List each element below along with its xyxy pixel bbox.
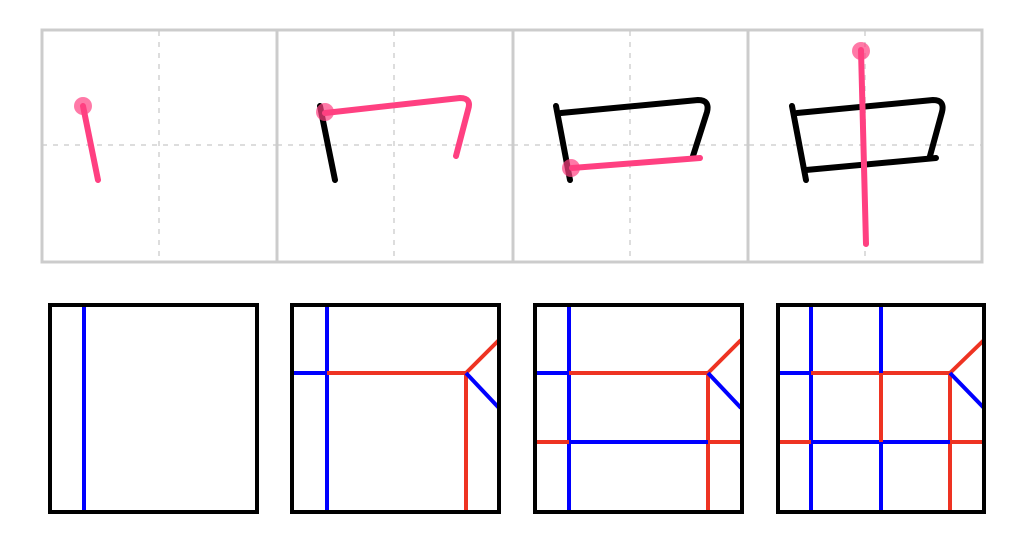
mountain-fold-line: [948, 338, 986, 375]
stroke-panel-4: [749, 31, 982, 261]
stroke-start-dot: [316, 103, 334, 121]
current-stroke: [858, 47, 869, 247]
valley-fold-line: [464, 371, 501, 410]
crease-panel-border: [533, 303, 744, 514]
stroke-start-dot: [74, 97, 92, 115]
current-stroke: [322, 95, 472, 159]
crease-panel-border: [48, 303, 259, 514]
crease-panel-border: [776, 303, 986, 514]
stroke-start-dot: [852, 42, 870, 60]
crease-pattern-row: [48, 303, 986, 514]
stroke-panel-3: [513, 31, 748, 261]
mountain-fold-line: [706, 338, 743, 375]
previous-stroke-3: [803, 155, 939, 173]
previous-stroke-2: [558, 97, 711, 159]
previous-stroke-2: [794, 97, 946, 159]
stroke-panel-1: [42, 31, 276, 261]
stroke-order-row: [40, 28, 984, 264]
stroke-panel-2: [277, 31, 512, 261]
valley-fold-line: [948, 371, 986, 410]
current-stroke: [569, 155, 703, 171]
current-stroke: [80, 103, 101, 183]
mountain-fold-line: [464, 338, 501, 375]
crease-panel-2: [290, 303, 501, 514]
crease-panel-border: [290, 303, 501, 514]
stroke-start-dot: [562, 159, 580, 177]
valley-fold-line: [706, 371, 743, 410]
previous-stroke-1: [789, 103, 809, 183]
crease-panel-4: [776, 303, 986, 514]
crease-panel-1: [48, 303, 259, 514]
crease-panel-3: [533, 303, 744, 514]
